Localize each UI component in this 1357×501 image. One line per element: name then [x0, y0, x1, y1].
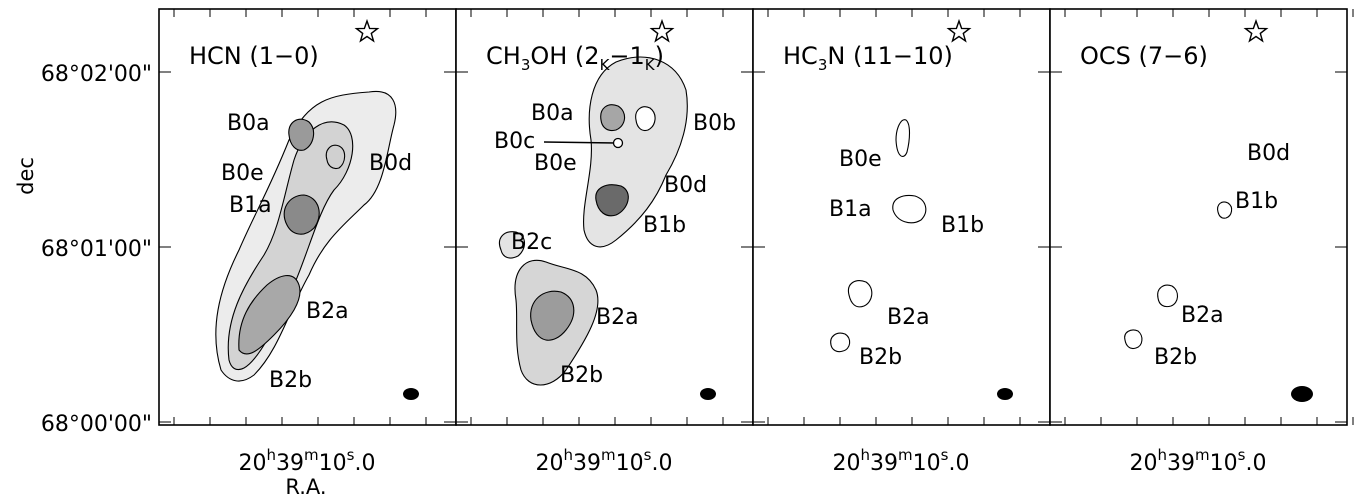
contour [635, 106, 656, 132]
panel-4: OCS (7−6) B0d B1b B2a B2b 20h39m10s.0 [1049, 8, 1354, 476]
y-tick-label: 68°01'00" [41, 237, 152, 262]
contour [283, 194, 320, 235]
region-label-B1a: B1a [229, 193, 272, 218]
beam-ellipse [1291, 386, 1313, 402]
contour [288, 118, 315, 151]
panel-1: HCN (1−0) B0a B0e B0d B1a B2a B2b 20h39m10s.0 [158, 8, 463, 476]
star-icon [354, 18, 380, 43]
contour [530, 290, 575, 341]
region-label-B0d: B0d [369, 151, 412, 176]
region-label-B0b: B0b [693, 111, 736, 136]
region-label-B1a: B1a [829, 197, 872, 222]
region-label-B0e: B0e [221, 161, 264, 186]
contour [847, 280, 873, 308]
y-tick-label: 68°00'00" [41, 412, 152, 437]
region-label-B2a: B2a [596, 305, 639, 330]
region-label-B2b: B2b [560, 363, 603, 388]
region-label-B0a: B0a [227, 111, 270, 136]
x-axis-title: R.A. [285, 475, 326, 499]
x-tick-label: 20h39m10s.0 [536, 446, 673, 476]
y-tick-label: 68°02'00" [41, 62, 152, 87]
contour [895, 119, 911, 158]
star-icon [649, 18, 675, 43]
pointer-dot [612, 137, 624, 149]
contour [595, 184, 629, 217]
region-label-B0e: B0e [839, 147, 882, 172]
region-label-B0d: B0d [664, 173, 707, 198]
contour [830, 332, 851, 353]
contour [1157, 284, 1179, 308]
contour [1217, 201, 1233, 219]
panel-3: HC3N (11−10) B0e B1a B1b B2a B2b 20h39m10s.0 [752, 8, 1057, 476]
panel-title: OCS (7−6) [1080, 42, 1208, 70]
panel-frame [1049, 8, 1348, 426]
star-icon [946, 18, 972, 43]
region-label-B2b: B2b [1154, 345, 1197, 370]
y-axis-title: dec [14, 157, 38, 195]
panel-title: HCN (1−0) [189, 42, 319, 70]
region-label-B2b: B2b [269, 368, 312, 393]
region-label-B1b: B1b [1235, 189, 1278, 214]
region-label-B2c: B2c [511, 230, 552, 255]
contour [1124, 329, 1143, 350]
region-label-B0d: B0d [1247, 141, 1290, 166]
pointer-line [543, 141, 617, 144]
panel-title: CH3OH (2K−1K) [486, 42, 664, 74]
region-label-B0a: B0a [531, 101, 574, 126]
x-tick-label: 20h39m10s.0 [1130, 446, 1267, 476]
region-label-B1b: B1b [643, 213, 686, 238]
x-tick-label: 20h39m10s.0 [833, 446, 970, 476]
region-label-B1b: B1b [941, 213, 984, 238]
region-label-B2a: B2a [1181, 303, 1224, 328]
region-label-B2a: B2a [887, 305, 930, 330]
beam-ellipse [700, 388, 716, 400]
region-label-B2a: B2a [306, 299, 349, 324]
region-label-B0e: B0e [534, 151, 577, 176]
contour [600, 104, 626, 132]
x-tick-label: 20h39m10s.0 [239, 446, 376, 476]
contour [892, 194, 927, 224]
star-icon [1243, 18, 1269, 43]
beam-ellipse [997, 388, 1013, 400]
contour [325, 144, 346, 170]
contour [498, 231, 526, 259]
contour [238, 275, 301, 355]
region-label-B0c: B0c [494, 129, 535, 154]
beam-ellipse [403, 388, 419, 400]
region-label-B2b: B2b [859, 345, 902, 370]
panel-title: HC3N (11−10) [783, 42, 953, 74]
